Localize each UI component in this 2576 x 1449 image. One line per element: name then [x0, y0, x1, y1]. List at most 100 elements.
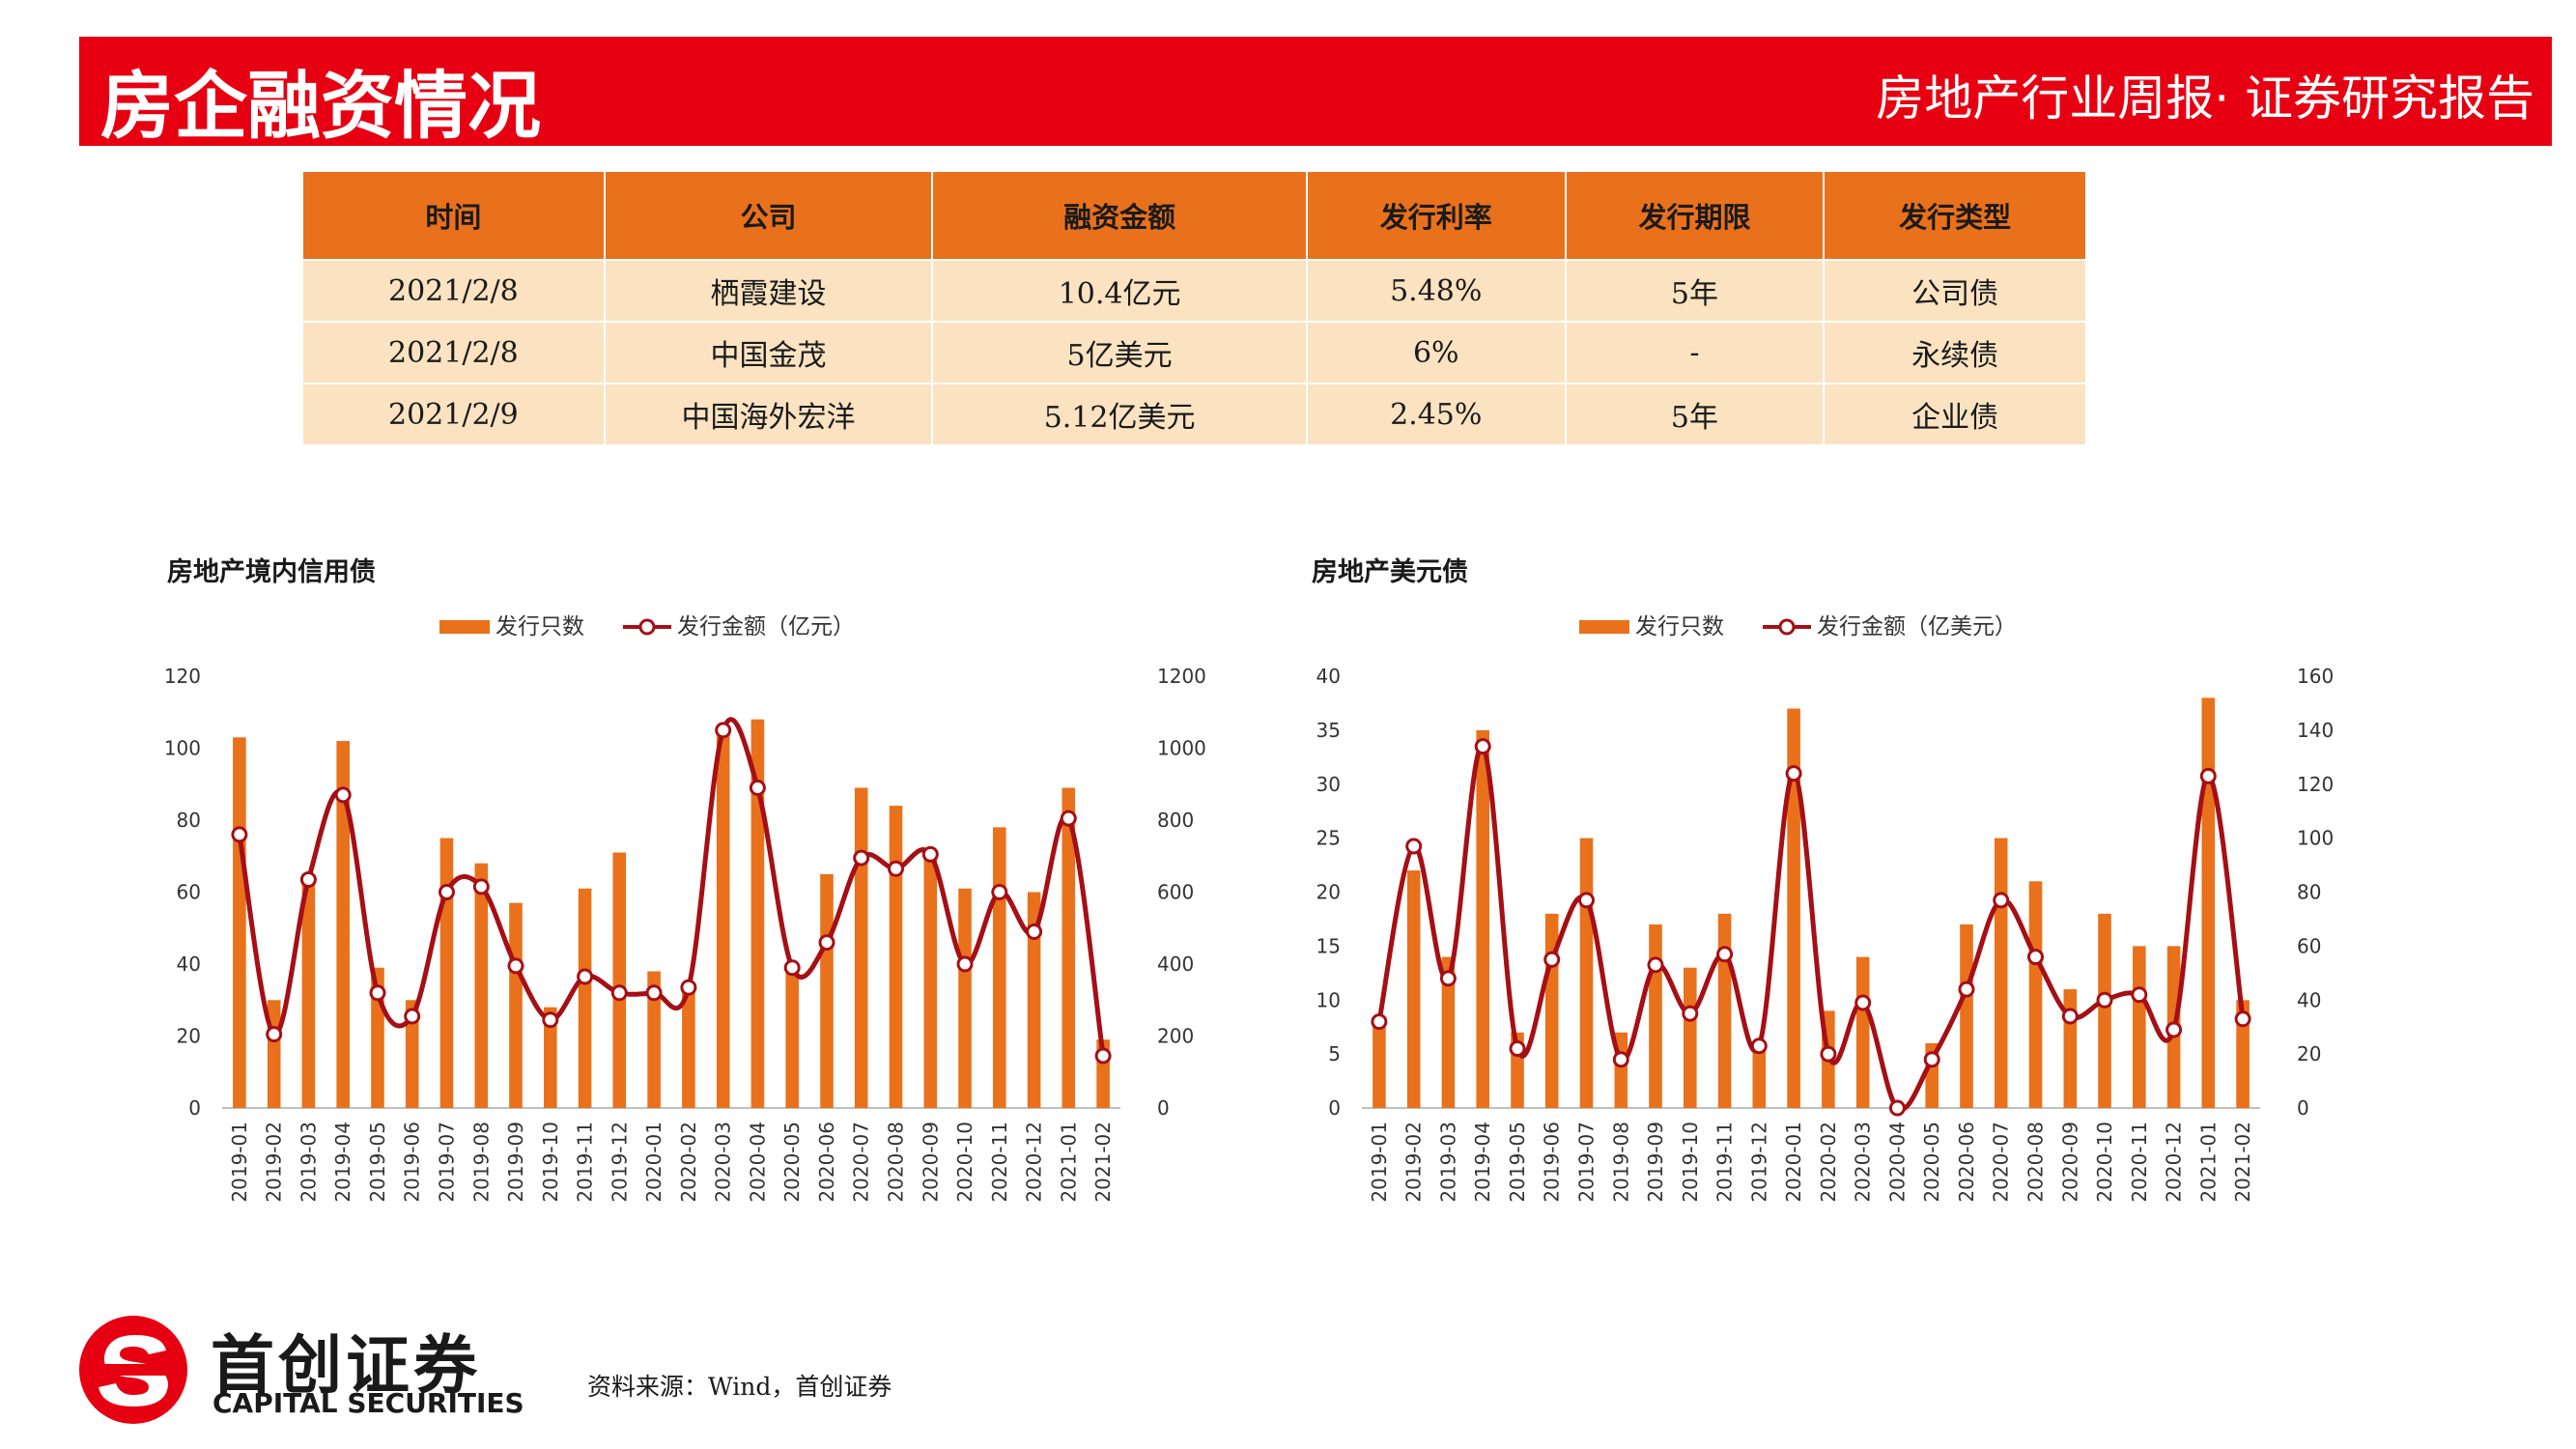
bar: [2236, 1000, 2250, 1109]
line-point: [783, 959, 801, 977]
y-right-tick-label: 160: [2297, 665, 2334, 688]
line-point: [1820, 1045, 1837, 1063]
x-tick-label: 2019-11: [1713, 1122, 1737, 1203]
table-cell: 5年: [1564, 259, 1826, 323]
x-tick-label: 2020-09: [2058, 1122, 2081, 1203]
x-tick-label: 2020-07: [1990, 1122, 2013, 1203]
line-point: [1716, 946, 1734, 963]
y-right-tick-label: 40: [2297, 988, 2321, 1011]
legend-label-bar: 发行只数: [495, 614, 584, 639]
x-tick-label: 2019-09: [504, 1122, 527, 1203]
line-point: [991, 884, 1008, 900]
column-header: 发行类型: [1823, 170, 2087, 261]
y-right-tick-label: 120: [2297, 773, 2334, 796]
chart-legend: 发行只数 发行金额（亿美元）: [1579, 614, 2017, 639]
x-tick-label: 2020-08: [2024, 1122, 2048, 1203]
line-point: [266, 1026, 283, 1043]
bar: [1441, 956, 1456, 1108]
legend-bar-swatch: [439, 620, 490, 634]
bar: [1476, 729, 1489, 1108]
line-point: [2166, 1021, 2183, 1038]
x-tick-label: 2020-02: [1817, 1122, 1840, 1203]
x-tick-label: 2019-02: [1402, 1122, 1426, 1203]
y-right-tick-label: 80: [2297, 881, 2321, 904]
x-tick-label: 2019-02: [263, 1122, 286, 1203]
x-tick-label: 2020-11: [988, 1122, 1011, 1203]
line-point: [1958, 980, 1975, 998]
bar: [958, 888, 972, 1108]
bar: [2098, 913, 2111, 1108]
y-left-tick-label: 120: [164, 665, 201, 688]
x-tick-label: 2020-01: [642, 1122, 665, 1203]
x-tick-label: 2019-06: [401, 1122, 424, 1203]
table-row: 2021/2/8 中国金茂 5亿美元 6% - 永续债: [301, 321, 2087, 384]
line-point: [2234, 1010, 2251, 1028]
line-point: [577, 968, 594, 985]
y-right-tick-label: 60: [2297, 934, 2321, 957]
y-left-tick-label: 40: [1316, 665, 1341, 688]
y-left-tick-label: 80: [177, 809, 201, 832]
line-point: [749, 780, 766, 796]
y-left-tick-label: 30: [1316, 773, 1341, 796]
bar: [1994, 838, 2008, 1108]
y-right-tick-label: 400: [1157, 952, 1194, 976]
x-tick-label: 2019-04: [331, 1122, 354, 1203]
x-tick-label: 2020-09: [919, 1122, 942, 1203]
bar: [2201, 697, 2216, 1108]
y-left-tick-label: 0: [188, 1096, 201, 1120]
bar: [1579, 838, 1594, 1108]
legend-line-marker: [638, 618, 656, 636]
y-left-tick-label: 10: [1316, 988, 1341, 1011]
table-cell: 2.45%: [1305, 383, 1567, 446]
table-cell: 5亿美元: [931, 321, 1308, 384]
y-right-tick-label: 0: [2297, 1096, 2309, 1120]
bar: [509, 902, 523, 1108]
x-tick-label: 2019-01: [228, 1122, 251, 1203]
line-point: [472, 878, 490, 895]
bar: [785, 964, 799, 1108]
bar: [750, 719, 765, 1108]
x-tick-label: 2019-06: [1541, 1122, 1564, 1203]
x-tick-label: 2020-10: [953, 1122, 977, 1203]
table-cell: -: [1564, 321, 1826, 384]
bar: [1787, 708, 1800, 1108]
y-left-tick-label: 60: [177, 881, 201, 904]
line-point: [1026, 923, 1043, 940]
x-tick-label: 2020-04: [1885, 1122, 1909, 1203]
chart-title-usd: 房地产美元债: [1312, 557, 1468, 587]
page-title: 房企融资情况: [100, 63, 541, 149]
x-tick-label: 2020-05: [780, 1122, 804, 1203]
y-right-tick-label: 1000: [1157, 737, 1206, 760]
bar: [716, 733, 730, 1108]
line-point: [404, 1008, 421, 1025]
y-left-tick-label: 100: [164, 737, 201, 760]
x-tick-label: 2019-07: [1575, 1122, 1599, 1203]
table-cell: 永续债: [1823, 321, 2087, 384]
line-point: [2096, 991, 2113, 1009]
x-tick-label: 2019-08: [1609, 1122, 1632, 1203]
series-line: [1376, 744, 2246, 1113]
bar: [1855, 956, 1870, 1108]
bar: [923, 848, 938, 1108]
line-point: [369, 984, 386, 1002]
line-point: [1888, 1099, 1906, 1117]
x-tick-label: 2019-05: [1506, 1122, 1529, 1203]
line-point: [2061, 1008, 2079, 1025]
bar: [336, 741, 350, 1108]
x-tick-label: 2020-08: [885, 1122, 908, 1203]
bar: [612, 852, 627, 1108]
line-point: [1612, 1051, 1629, 1068]
line-point: [645, 984, 663, 1002]
report-subtitle: 房地产行业周报· 证券研究报告: [1876, 71, 2534, 127]
x-tick-label: 2020-04: [746, 1122, 769, 1203]
column-header: 融资金额: [931, 170, 1308, 261]
column-header: 发行期限: [1564, 170, 1826, 261]
legend-bar-swatch: [1579, 620, 1629, 634]
x-tick-label: 2019-05: [366, 1122, 389, 1203]
x-tick-label: 2021-01: [1057, 1122, 1080, 1203]
x-tick-label: 2020-01: [1782, 1122, 1805, 1203]
bar: [233, 737, 246, 1108]
line-point: [1785, 765, 1802, 782]
bar: [854, 787, 868, 1108]
table-cell: 10.4亿元: [931, 259, 1308, 323]
